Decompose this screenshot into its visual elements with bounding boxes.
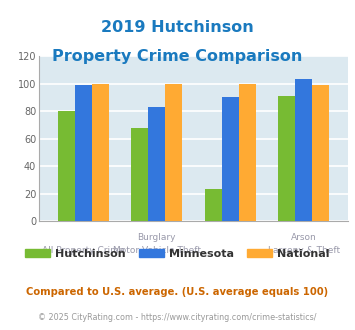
Text: © 2025 CityRating.com - https://www.cityrating.com/crime-statistics/: © 2025 CityRating.com - https://www.city… <box>38 313 317 322</box>
Bar <box>278 96 295 221</box>
Text: Burglary: Burglary <box>137 233 176 242</box>
Bar <box>92 83 109 221</box>
Bar <box>75 85 92 221</box>
Bar <box>222 97 239 221</box>
Text: Arson: Arson <box>291 233 317 242</box>
Text: Larceny & Theft: Larceny & Theft <box>268 246 340 255</box>
Text: Compared to U.S. average. (U.S. average equals 100): Compared to U.S. average. (U.S. average … <box>26 287 329 297</box>
Bar <box>312 85 329 221</box>
Text: 2019 Hutchinson: 2019 Hutchinson <box>101 20 254 35</box>
Bar <box>131 128 148 221</box>
Legend: Hutchinson, Minnesota, National: Hutchinson, Minnesota, National <box>21 245 334 263</box>
Bar <box>58 111 75 221</box>
Text: Property Crime Comparison: Property Crime Comparison <box>52 50 303 64</box>
Bar <box>239 83 256 221</box>
Bar <box>205 189 222 221</box>
Bar <box>148 107 165 221</box>
Bar <box>295 80 312 221</box>
Bar <box>165 83 182 221</box>
Text: Motor Vehicle Theft: Motor Vehicle Theft <box>113 246 201 255</box>
Text: All Property Crime: All Property Crime <box>42 246 124 255</box>
